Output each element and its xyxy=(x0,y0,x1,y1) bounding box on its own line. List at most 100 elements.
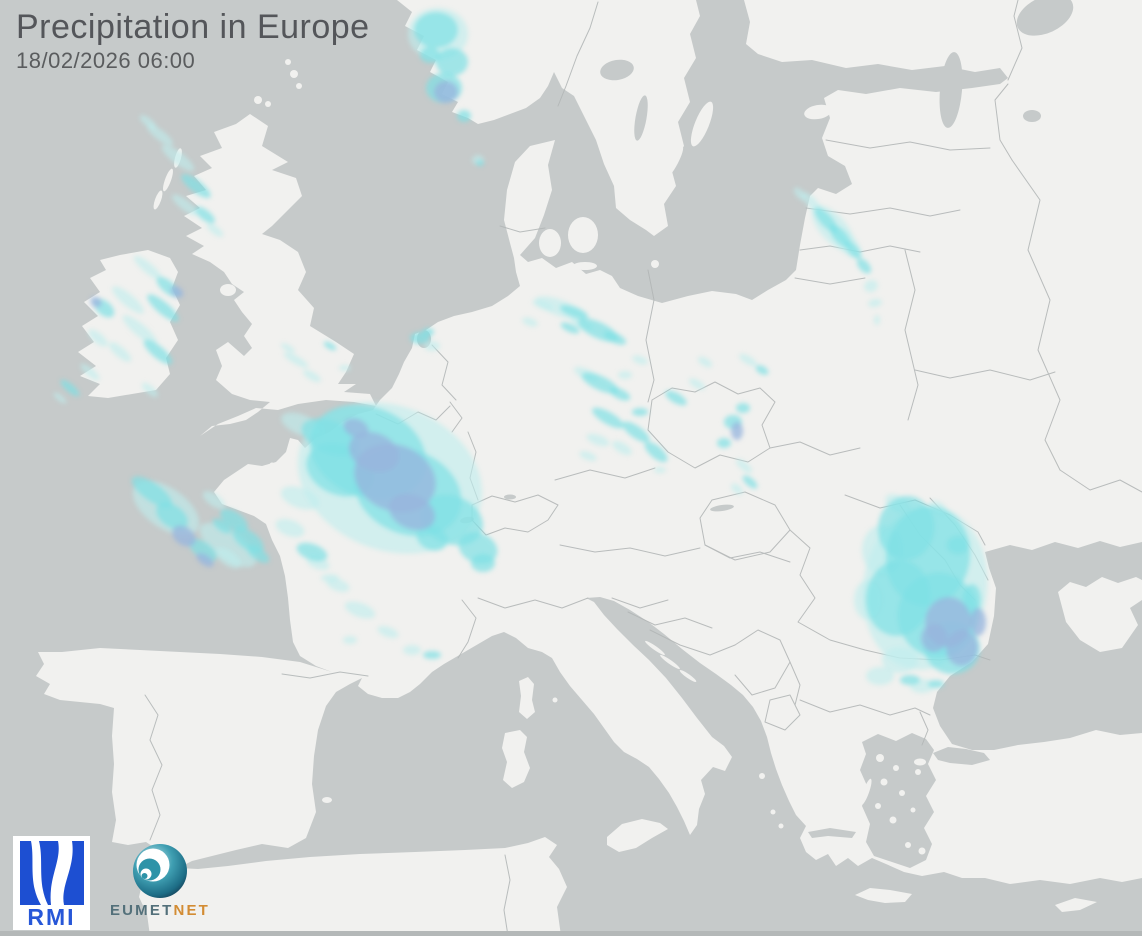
precipitation-cell xyxy=(665,390,687,406)
bottom-bar xyxy=(0,931,1142,936)
island-hebrides xyxy=(153,190,163,210)
precipitation-cell xyxy=(970,608,986,636)
precipitation-cell xyxy=(865,560,931,636)
precipitation-cell xyxy=(170,286,184,298)
island-cyprus xyxy=(1055,898,1097,912)
island-dalmatian xyxy=(679,670,697,682)
precipitation-cell xyxy=(622,421,650,443)
precipitation-cell xyxy=(377,625,399,639)
island-shetland xyxy=(285,59,291,65)
island-mallorca xyxy=(286,802,314,818)
eumetnet-logo-icon xyxy=(133,844,187,898)
precipitation-cell xyxy=(212,518,232,534)
precipitation-cell xyxy=(877,496,935,560)
precipitation-cell xyxy=(920,624,948,652)
island-aegean xyxy=(893,765,899,771)
island-bornholm xyxy=(651,260,659,268)
precipitation-cell xyxy=(196,552,214,568)
eumetnet-label-secondary: NET xyxy=(173,902,211,919)
precipitation-cell xyxy=(603,331,627,345)
island-dalmatian xyxy=(660,654,680,670)
precipitation-cell xyxy=(388,493,436,531)
precipitation-cell xyxy=(280,486,320,510)
land-continent xyxy=(36,0,1142,884)
eumetnet-logo: EUMETNET xyxy=(99,843,221,929)
precipitation-cell xyxy=(866,667,894,685)
precipitation-cell xyxy=(141,382,159,398)
precipitation-cell xyxy=(423,651,441,659)
island-lesbos xyxy=(914,758,926,766)
precipitation-cell xyxy=(275,518,305,538)
precipitation-cell xyxy=(195,206,215,224)
precipitation-cell xyxy=(755,365,769,375)
precipitation-cell xyxy=(717,438,731,448)
rmi-logo-label: RMI xyxy=(27,904,76,930)
precipitation-cell xyxy=(874,315,880,325)
precipitation-cell xyxy=(592,407,624,429)
precipitation-cell xyxy=(53,392,67,404)
precipitation-cell xyxy=(420,47,440,63)
precipitation-cell xyxy=(471,554,495,572)
island-elba xyxy=(552,697,558,703)
precipitation-cell xyxy=(220,508,248,532)
precipitation-cell xyxy=(644,441,668,463)
island-shetland xyxy=(296,83,302,89)
island-lolland xyxy=(573,262,597,270)
island-corsica xyxy=(519,677,535,719)
precipitation-cell xyxy=(90,296,102,308)
precipitation-cell xyxy=(856,258,872,274)
island-aegean xyxy=(899,790,905,796)
land-north-africa xyxy=(139,837,567,936)
precipitation-cell xyxy=(303,369,321,383)
precipitation-cell xyxy=(323,341,337,351)
sea-marmara xyxy=(933,747,990,765)
precipitation-cell xyxy=(112,286,144,314)
rmi-logo: RMI xyxy=(13,836,90,930)
precipitation-cell xyxy=(586,433,610,447)
peninsula-crimea xyxy=(1058,577,1142,652)
island-ionian xyxy=(770,809,776,815)
precipitation-cell xyxy=(654,467,666,473)
precipitation-cell xyxy=(476,160,484,166)
island-aegean xyxy=(880,778,888,786)
precipitation-cell xyxy=(344,601,376,619)
precipitation-cell xyxy=(868,298,882,308)
lake-constance xyxy=(504,494,516,500)
sea-azov xyxy=(1108,545,1142,580)
precipitation-cell xyxy=(864,279,878,293)
precipitation-cell xyxy=(422,328,434,336)
precipitation-cell xyxy=(945,630,979,666)
land-layer xyxy=(36,0,1142,936)
sea-gulf-of-corinth xyxy=(808,828,856,838)
precipitation-cell xyxy=(522,317,538,327)
precipitation-cell xyxy=(108,342,132,362)
land-scandinavia xyxy=(397,0,700,236)
precipitation-cell xyxy=(80,363,100,381)
island-channel xyxy=(278,468,282,472)
precipitation-cell xyxy=(181,173,211,199)
island-channel xyxy=(269,462,275,468)
precipitation-cell xyxy=(416,525,448,551)
precipitation-cell xyxy=(609,387,631,401)
precipitation-cell xyxy=(414,12,458,48)
island-saaremaa xyxy=(804,104,832,120)
island-funen xyxy=(539,229,561,257)
precipitation-cell xyxy=(736,403,750,413)
precipitation-cell xyxy=(283,352,309,368)
precipitation-cell xyxy=(206,223,224,237)
precipitation-cell xyxy=(560,322,580,334)
island-aegean xyxy=(905,842,911,848)
precipitation-cell xyxy=(612,441,632,455)
island-sicily xyxy=(607,819,668,852)
precipitation-cell xyxy=(280,343,296,353)
precipitation-cell xyxy=(900,675,920,685)
island-orkney xyxy=(265,101,271,107)
precipitation-cell xyxy=(882,647,918,673)
land-great-britain xyxy=(184,114,376,436)
precipitation-cell xyxy=(172,525,196,547)
precipitation-cell xyxy=(199,522,257,568)
island-ionian xyxy=(778,823,784,829)
precipitation-cell xyxy=(581,372,619,394)
precipitation-cell xyxy=(928,680,944,688)
